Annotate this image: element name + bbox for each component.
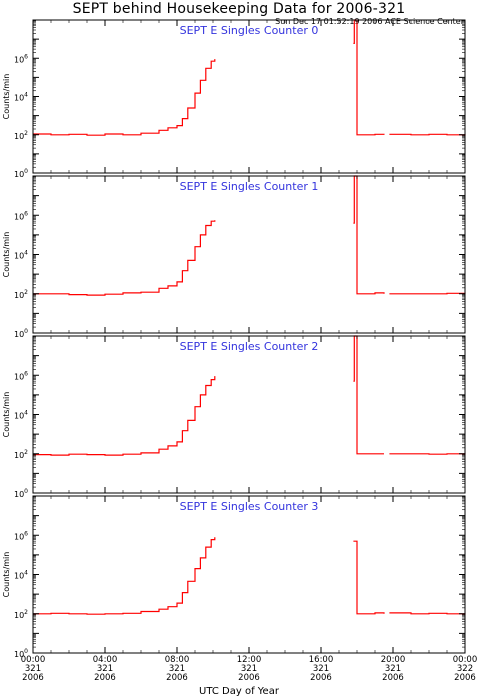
series-line-panel-3-segment-1	[353, 540, 385, 615]
series-line-panel-2-segment-1	[353, 335, 384, 455]
series-line-panel-1-segment-1	[353, 175, 385, 295]
x-tick-label-time: 00:00	[21, 655, 46, 665]
x-tick-label-doy: 321	[25, 664, 41, 674]
y-tick-label: 106	[14, 370, 28, 381]
y-tick-label: 102	[14, 609, 28, 620]
y-axis-label: Counts/min	[2, 552, 11, 598]
y-tick-label: 106	[14, 53, 28, 64]
series-line-panel-2-segment-0	[33, 376, 216, 456]
x-tick-label-year: 2006	[94, 673, 116, 683]
series-line-panel-0-segment-2	[389, 133, 466, 136]
y-tick-label: 100	[14, 488, 28, 499]
y-axis-label: Counts/min	[2, 232, 11, 278]
panel-frame-3	[32, 495, 466, 654]
y-tick-label: 100	[14, 648, 28, 659]
panel-title: SEPT E Singles Counter 0	[180, 24, 319, 37]
panel-title: SEPT E Singles Counter 3	[180, 500, 319, 513]
series-line-panel-3-segment-0	[33, 537, 216, 615]
x-tick-label-time: 20:00	[381, 655, 406, 665]
x-tick-label-time: 04:00	[93, 655, 118, 665]
y-axis-label: Counts/min	[2, 74, 11, 120]
panel-frame-1	[32, 175, 466, 334]
y-tick-label: 104	[14, 250, 28, 261]
x-tick-label-year: 2006	[238, 673, 260, 683]
page-title: SEPT behind Housekeeping Data for 2006-3…	[72, 1, 406, 17]
panel-title: SEPT E Singles Counter 1	[180, 180, 319, 193]
x-tick-label-doy: 321	[313, 664, 329, 674]
y-tick-label: 104	[14, 410, 28, 421]
y-tick-label: 102	[14, 130, 28, 141]
series-line-panel-1-segment-2	[389, 292, 466, 295]
y-axis-label: Counts/min	[2, 392, 11, 438]
x-tick-label-doy: 321	[97, 664, 113, 674]
x-tick-label-time: 00:00	[453, 655, 478, 665]
x-tick-label-doy: 322	[457, 664, 473, 674]
x-tick-label-year: 2006	[22, 673, 44, 683]
panel-title: SEPT E Singles Counter 2	[180, 340, 319, 353]
x-tick-label-doy: 321	[169, 664, 185, 674]
x-tick-label-doy: 321	[241, 664, 257, 674]
y-tick-label: 104	[14, 92, 28, 103]
series-line-panel-0-segment-0	[33, 59, 216, 136]
x-tick-label-year: 2006	[310, 673, 332, 683]
y-tick-label: 100	[14, 328, 28, 339]
y-tick-label: 102	[14, 449, 28, 460]
series-line-panel-0-segment-1	[353, 19, 385, 136]
x-tick-label-time: 08:00	[165, 655, 190, 665]
x-tick-label-year: 2006	[166, 673, 188, 683]
y-tick-label: 104	[14, 570, 28, 581]
series-line-panel-3-segment-2	[389, 612, 466, 615]
generation-timestamp: Sun Dec 17 01:52:19 2006 ACE Science Cen…	[275, 17, 464, 26]
x-tick-label-year: 2006	[382, 673, 404, 683]
series-line-panel-1-segment-0	[33, 220, 216, 296]
y-tick-label: 100	[14, 168, 28, 179]
x-tick-label-time: 16:00	[309, 655, 334, 665]
x-tick-label-time: 12:00	[237, 655, 262, 665]
x-tick-label-doy: 321	[385, 664, 401, 674]
x-tick-label-year: 2006	[454, 673, 476, 683]
y-tick-label: 106	[14, 210, 28, 221]
y-tick-label: 102	[14, 289, 28, 300]
panel-frame-0	[32, 19, 466, 174]
x-axis-label: UTC Day of Year	[199, 686, 279, 697]
y-tick-label: 106	[14, 530, 28, 541]
panel-frame-2	[32, 335, 466, 494]
